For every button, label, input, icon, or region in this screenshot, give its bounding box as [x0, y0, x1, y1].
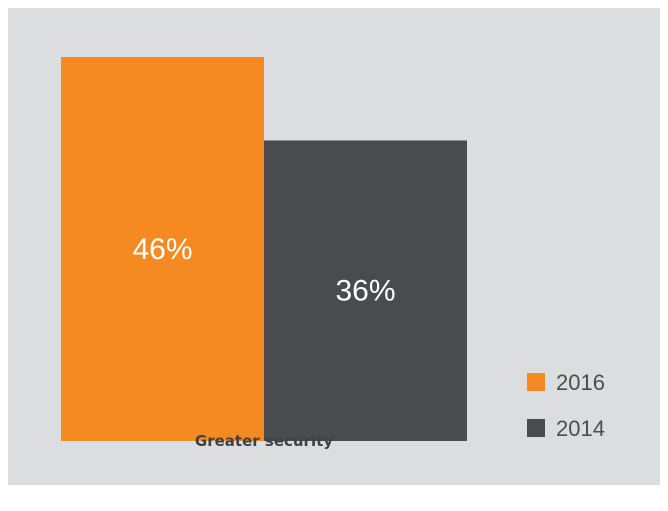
data-label-2016: 46%	[132, 233, 192, 266]
legend: 2016 2014	[527, 370, 605, 441]
data-labels-layer: 46% 36%	[132, 233, 395, 308]
bar-2016	[61, 57, 264, 441]
data-label-2014: 36%	[335, 275, 395, 308]
legend-swatch-2014	[527, 419, 545, 437]
bars-layer	[61, 57, 467, 441]
category-label: Greater security	[195, 432, 333, 450]
legend-label-2016: 2016	[556, 370, 605, 395]
legend-label-2014: 2014	[556, 416, 605, 441]
bar-2014	[264, 140, 467, 441]
legend-swatch-2016	[527, 373, 545, 391]
